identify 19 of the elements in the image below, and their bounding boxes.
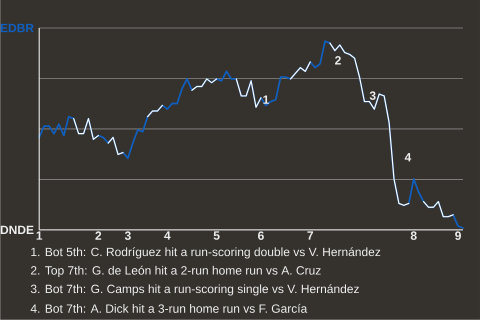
x-tick-label: 2	[95, 231, 102, 240]
text: 2. Top 7th: G. de León hit a 2-run home run vs A. Cruz	[31, 266, 321, 278]
annotation: 3	[370, 91, 376, 100]
x-tick-label: 6	[258, 231, 264, 240]
annotation: 4	[404, 153, 412, 162]
x-tick-label: 5	[214, 231, 220, 240]
annotation: 2	[335, 56, 341, 65]
text: 4. Bot 7th: A. Dick hit a 3-run home run vs F. García	[30, 304, 308, 313]
text: 1. Bot 5th: C. Rodríguez hit a run-scoring double vs V. Hernández	[31, 247, 380, 259]
x-tick-label: 3	[124, 231, 131, 240]
x-tick-label: 4	[164, 231, 171, 240]
text: EDBR	[0, 24, 34, 32]
x-tick-label: 1	[36, 231, 42, 240]
x-tick-label: 7	[307, 231, 314, 240]
x-tick-label: 9	[455, 231, 461, 240]
annotation: 1	[263, 96, 269, 104]
x-tick-label: 8	[410, 231, 417, 240]
text: DNDE	[0, 226, 34, 234]
text: 3. Bot 7th: G. Camps hit a run-scoring single vs V. Hernández	[30, 284, 359, 296]
